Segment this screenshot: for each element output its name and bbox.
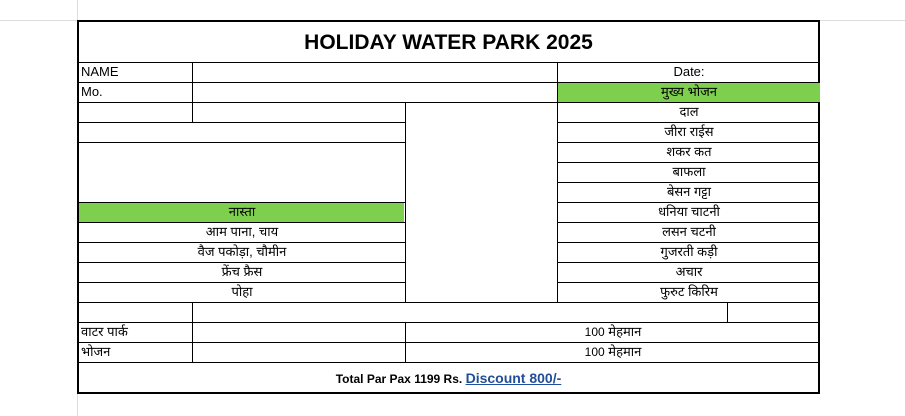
- date-label: Date:: [673, 64, 705, 79]
- row-line: [79, 102, 820, 103]
- row-line: [558, 142, 820, 143]
- column-line: [405, 322, 406, 362]
- food-guest-unit: मेहमान: [608, 344, 642, 359]
- row-line: [79, 142, 405, 143]
- row-line: [79, 222, 405, 223]
- food-guests: 100 मेहमान: [406, 343, 820, 362]
- main-menu-item: गुजरती कड़ी: [660, 244, 718, 259]
- row-line: [79, 242, 405, 243]
- main-menu-item: फुरुट किरिम: [660, 284, 718, 299]
- food-label: भोजन: [81, 344, 111, 359]
- row-line: [558, 182, 820, 183]
- food-guest-count: 100: [584, 345, 605, 359]
- main-menu-header: मुख्य भोजन: [661, 84, 717, 99]
- name-label: NAME: [81, 64, 119, 79]
- row-line: [558, 242, 820, 243]
- row-line: [558, 282, 820, 283]
- row-line: [79, 362, 820, 363]
- row-line: [79, 342, 820, 343]
- row-line: [79, 202, 405, 203]
- main-menu-item: जीरा राईस: [664, 124, 714, 139]
- row-line: [79, 282, 405, 283]
- form-title: HOLIDAY WATER PARK 2025: [304, 31, 593, 54]
- row-line: [79, 262, 405, 263]
- total-per-pax: Total Par Pax 1199 Rs.: [335, 372, 463, 386]
- water-park-guest-count: 100: [584, 325, 605, 339]
- snack-item: आम पाना, चाय: [205, 224, 279, 239]
- main-menu-item: बाफला: [672, 164, 706, 179]
- sheet-gridline: [0, 20, 77, 21]
- row-line: [79, 62, 820, 63]
- name-field[interactable]: [193, 63, 557, 82]
- column-line: [727, 302, 728, 322]
- main-menu-item: लसन चटनी: [662, 224, 716, 239]
- row-line: [558, 162, 820, 163]
- row-line: [79, 302, 820, 303]
- snack-header: नास्ता: [228, 204, 256, 219]
- row-line: [558, 122, 820, 123]
- row-line: [558, 222, 820, 223]
- discount-link[interactable]: Discount 800/-: [465, 370, 562, 386]
- mobile-label: Mo.: [81, 84, 103, 99]
- row-line: [79, 322, 820, 323]
- column-line: [192, 302, 193, 362]
- price-footer: Total Par Pax 1199 Rs. Discount 800/-: [79, 363, 818, 393]
- water-park-guests: 100 मेहमान: [406, 323, 820, 342]
- snack-item: वैज पकोड़ा, चौमीन: [197, 244, 287, 259]
- main-menu-header-fill: [558, 83, 820, 103]
- water-park-label: वाटर पार्क: [81, 324, 128, 339]
- snack-item: पोहा: [231, 284, 253, 299]
- snack-header-fill: [79, 203, 404, 223]
- water-park-guest-unit: मेहमान: [608, 324, 642, 339]
- column-line: [192, 62, 193, 122]
- sheet-gridline: [820, 20, 905, 21]
- main-menu-item: धनिया चाटनी: [658, 204, 720, 219]
- main-menu-item: दाल: [679, 104, 699, 119]
- column-line: [557, 62, 558, 302]
- row-line: [558, 202, 820, 203]
- row-line: [558, 262, 820, 263]
- main-menu-item: अचार: [675, 264, 703, 279]
- booking-form: HOLIDAY WATER PARK 2025 NAME Date: Mo. म…: [77, 20, 820, 394]
- main-menu-item: बेसन गट्टा: [666, 184, 712, 199]
- column-line: [405, 102, 406, 302]
- snack-item: फ्रेंच फ्रैस: [221, 264, 263, 279]
- mobile-field[interactable]: [193, 83, 557, 102]
- row-line: [79, 122, 405, 123]
- main-menu-item: शकर कत: [666, 144, 712, 159]
- row-line: [79, 82, 820, 83]
